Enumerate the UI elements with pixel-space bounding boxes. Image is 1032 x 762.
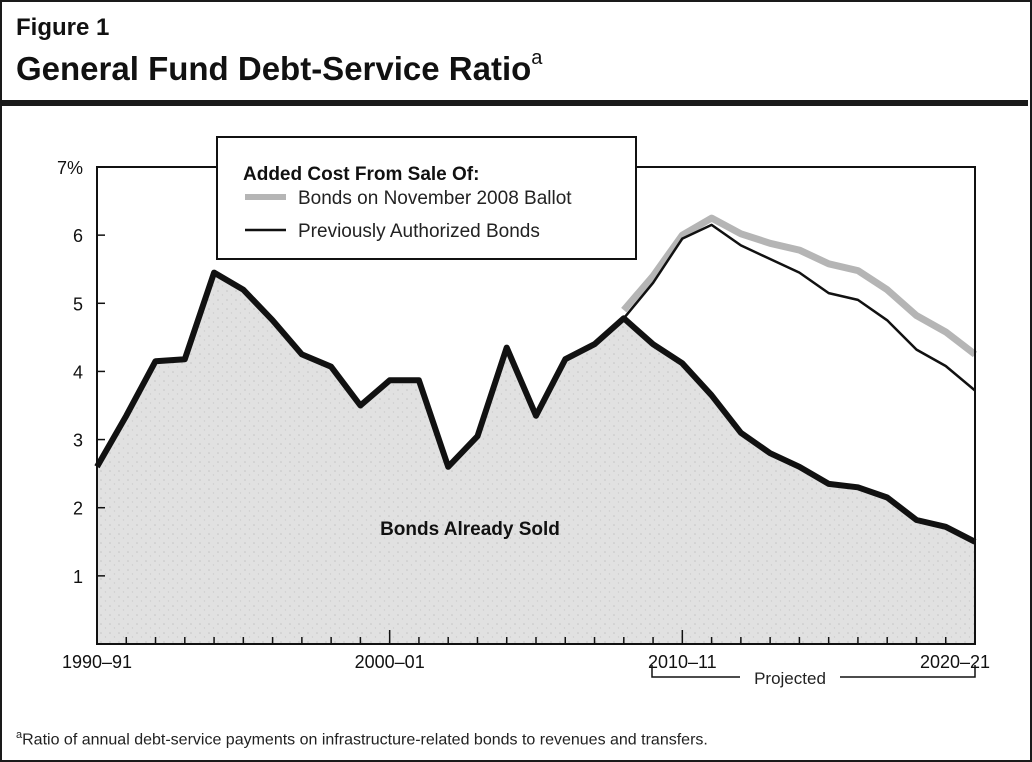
y-tick-label: 2: [73, 499, 83, 519]
figure-header: Figure 1 General Fund Debt-Service Ratio…: [0, 0, 1028, 106]
legend-entry-previous: Previously Authorized Bonds: [298, 221, 540, 242]
legend-box: [216, 136, 637, 260]
x-tick-label: 2010–11: [648, 652, 717, 672]
footnote: aRatio of annual debt-service payments o…: [16, 729, 708, 749]
title-footnote-mark: a: [531, 47, 543, 69]
projected-bracket: Projected: [651, 665, 976, 688]
footnote-text: Ratio of annual debt-service payments on…: [22, 731, 708, 749]
bonds-already-sold-line: [94, 269, 977, 545]
projected-label: Projected: [754, 669, 826, 688]
previous-bonds-line: [622, 223, 976, 392]
figure-title-text: General Fund Debt-Service Ratio: [16, 50, 532, 87]
ballot-bonds-line: [621, 214, 978, 358]
y-tick-label: 5: [73, 294, 83, 314]
y-axis: 7% 6 5 4 3 2 1: [57, 158, 105, 587]
projected-bracket-line-right: [840, 665, 976, 678]
y-tick-label: 1: [73, 567, 83, 587]
y-tick-label: 3: [73, 431, 83, 451]
figure-label: Figure 1: [16, 14, 110, 41]
y-tick-label: 4: [73, 362, 83, 382]
projected-bracket-line-left: [651, 665, 740, 678]
y-tick-label: 7%: [57, 158, 83, 178]
figure-title: General Fund Debt-Service Ratioa: [16, 47, 543, 88]
x-tick-label: 2020–21: [920, 652, 990, 672]
y-tick-label: 6: [73, 226, 83, 246]
footnote-mark: a: [16, 729, 23, 741]
x-tick-label: 2000–01: [355, 652, 425, 672]
area-label: Bonds Already Sold: [380, 519, 560, 540]
x-axis: 1990–91 2000–01 2010–11 2020–21: [62, 630, 990, 672]
x-tick-label: 1990–91: [62, 652, 132, 672]
bonds-already-sold-area: [97, 272, 975, 644]
legend-title: Added Cost From Sale Of:: [243, 164, 479, 185]
legend: Added Cost From Sale Of: Bonds on Novemb…: [216, 136, 637, 260]
legend-entry-ballot: Bonds on November 2008 Ballot: [298, 188, 572, 209]
